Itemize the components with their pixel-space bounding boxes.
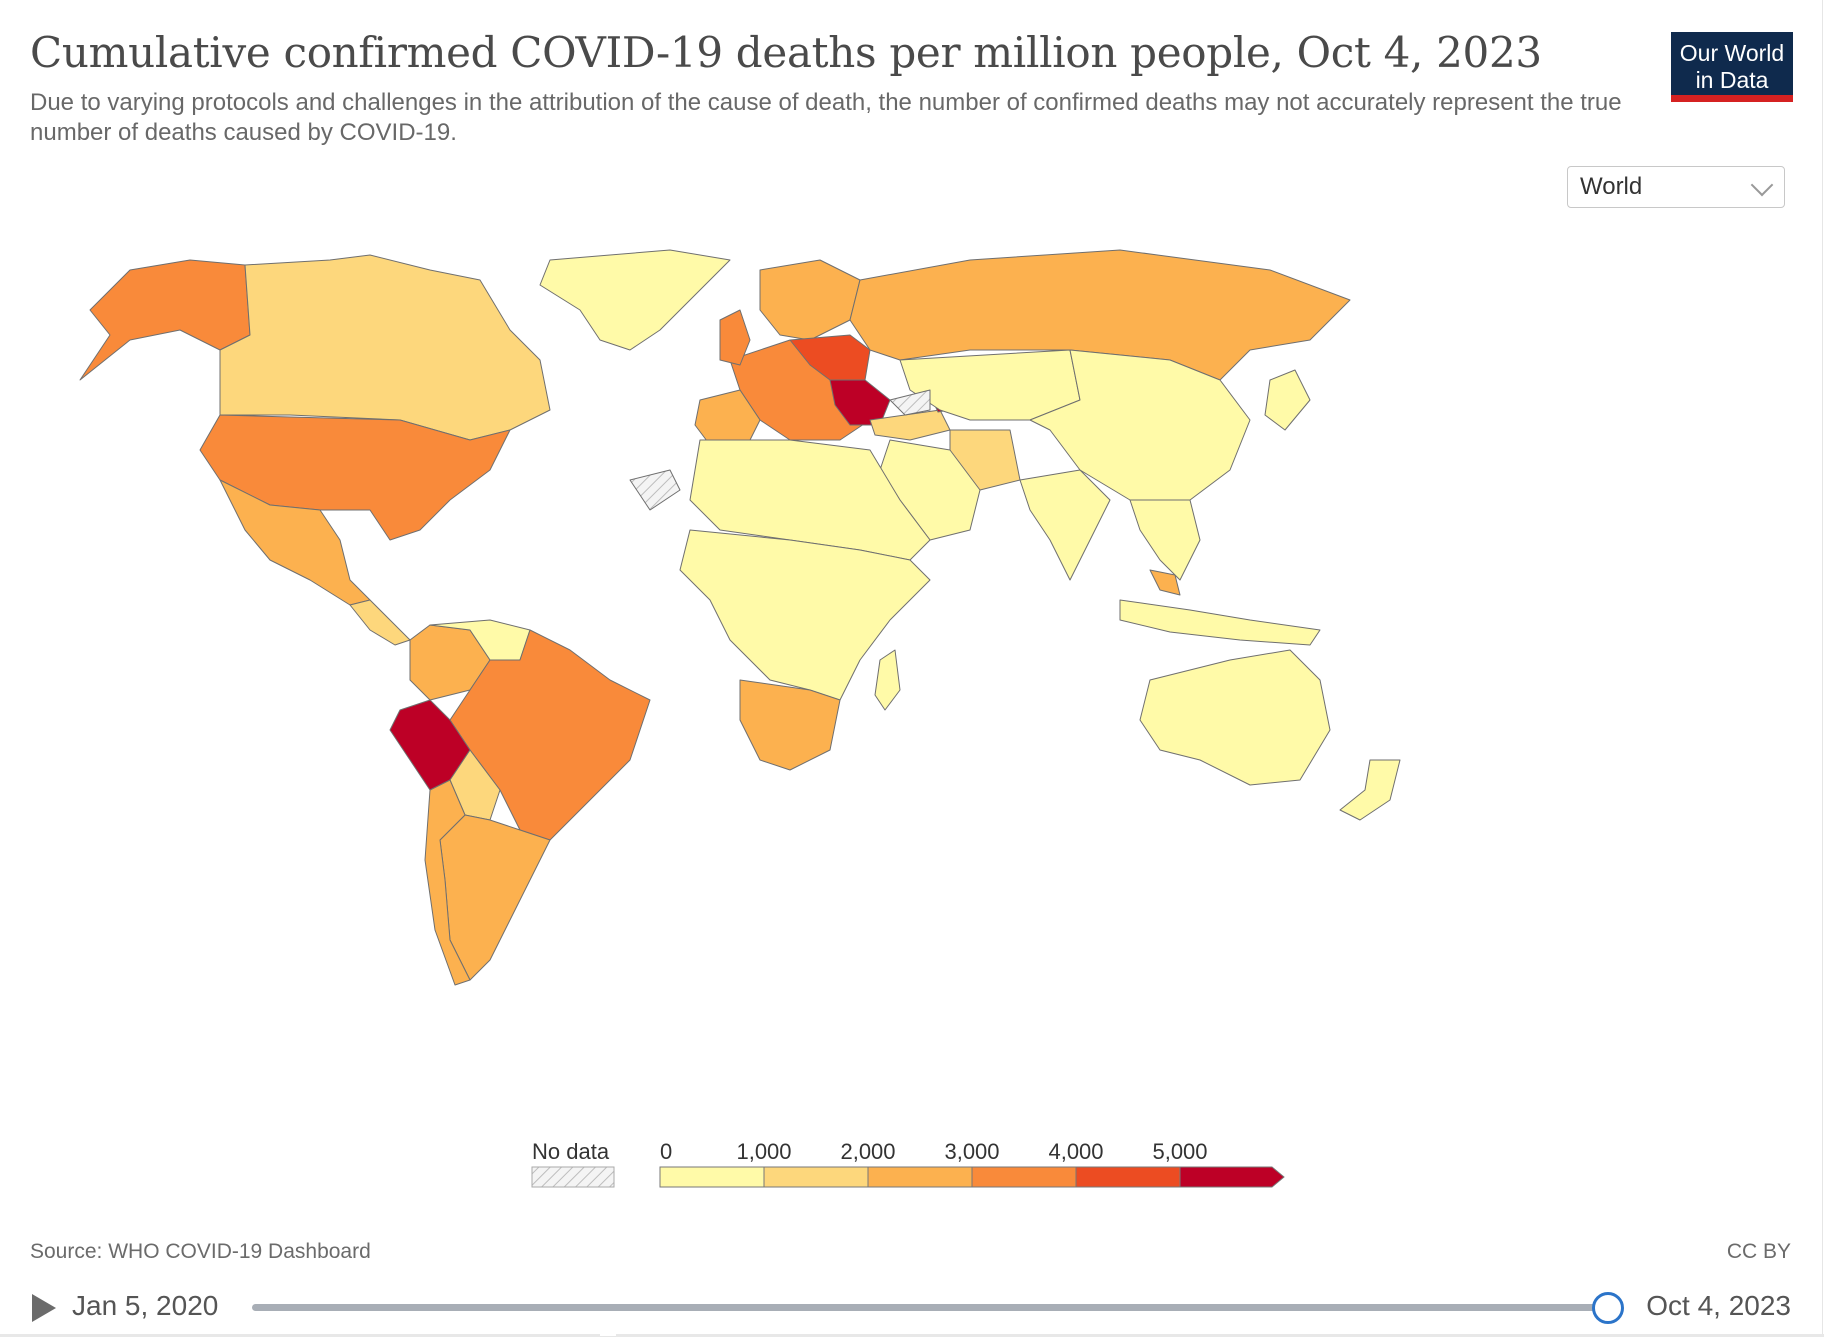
country-uk[interactable]	[719, 309, 751, 366]
legend-tick-2: 2,000	[840, 1139, 895, 1164]
country-chile[interactable]	[424, 779, 471, 986]
country-india[interactable]	[1019, 469, 1111, 581]
chart-subtitle: Due to varying protocols and challenges …	[30, 89, 1622, 146]
bottom-tab-strip	[0, 1334, 1824, 1338]
timeline-start-date[interactable]: Jan 5, 2020	[72, 1290, 219, 1321]
country-madagascar[interactable]	[874, 649, 901, 711]
legend-no-data-swatch	[531, 1166, 615, 1188]
chart-title: Cumulative confirmed COVID-19 deaths per…	[30, 28, 1542, 77]
owid-logo[interactable]: Our World in Data	[1671, 32, 1793, 102]
source-note: Source: WHO COVID-19 Dashboard	[30, 1240, 371, 1263]
legend-bin-1[interactable]	[763, 1166, 869, 1188]
tab-divider-left	[0, 1334, 600, 1337]
country-southern-africa[interactable]	[739, 679, 841, 771]
country-japan[interactable]	[1264, 369, 1311, 431]
world-map	[79, 249, 1401, 986]
country-greenland[interactable]	[539, 249, 731, 351]
timeline: Jan 5, 2020 Oct 4, 2023	[0, 1280, 1824, 1330]
country-australia[interactable]	[1139, 649, 1331, 786]
legend-bin-2[interactable]	[867, 1166, 973, 1188]
legend-no-data-label: No data	[532, 1139, 610, 1164]
chevron-down-icon	[1750, 173, 1774, 197]
legend-color-bins	[659, 1166, 1285, 1188]
region-select[interactable]: World	[1567, 166, 1785, 208]
legend-bin-3[interactable]	[971, 1166, 1077, 1188]
legend-bin-4[interactable]	[1075, 1166, 1181, 1188]
legend-tick-0: 0	[660, 1139, 672, 1164]
country-malaysia[interactable]	[1149, 569, 1181, 596]
license-link[interactable]: CC BY	[1726, 1240, 1791, 1263]
country-no-data-region	[889, 389, 931, 416]
country-southeast-asia[interactable]	[1129, 499, 1201, 581]
country-new-zealand[interactable]	[1339, 759, 1401, 821]
country-canada[interactable]	[219, 254, 551, 441]
country-scandinavia[interactable]	[759, 259, 861, 341]
country-indonesia[interactable]	[1119, 599, 1321, 646]
tab-divider-right	[616, 1334, 1824, 1337]
legend-tick-3: 3,000	[944, 1139, 999, 1164]
logo-line-2: in Data	[1695, 67, 1769, 93]
legend-tick-5: 5,000	[1152, 1139, 1207, 1164]
country-western-sahara	[629, 469, 681, 511]
timeline-track[interactable]	[252, 1304, 1608, 1311]
timeline-handle[interactable]	[1592, 1292, 1624, 1324]
legend-bin-0[interactable]	[659, 1166, 765, 1188]
legend-bin-5[interactable]	[1179, 1166, 1285, 1188]
legend-tick-1: 1,000	[736, 1139, 791, 1164]
legend-tick-labels: 0 1,000 2,000 3,000 4,000 5,000	[660, 1139, 1208, 1164]
country-turkey[interactable]	[869, 409, 951, 441]
timeline-end-date[interactable]: Oct 4, 2023	[1646, 1290, 1791, 1321]
legend-tick-4: 4,000	[1048, 1139, 1103, 1164]
play-icon[interactable]	[32, 1294, 56, 1322]
country-central-america[interactable]	[349, 599, 411, 646]
region-select-value: World	[1580, 173, 1643, 200]
country-sub-saharan-africa[interactable]	[679, 529, 931, 701]
legend: No data 0 1,000 2,000 3,000 4,000 5,000	[531, 1139, 1285, 1188]
logo-line-1: Our World	[1679, 40, 1785, 66]
